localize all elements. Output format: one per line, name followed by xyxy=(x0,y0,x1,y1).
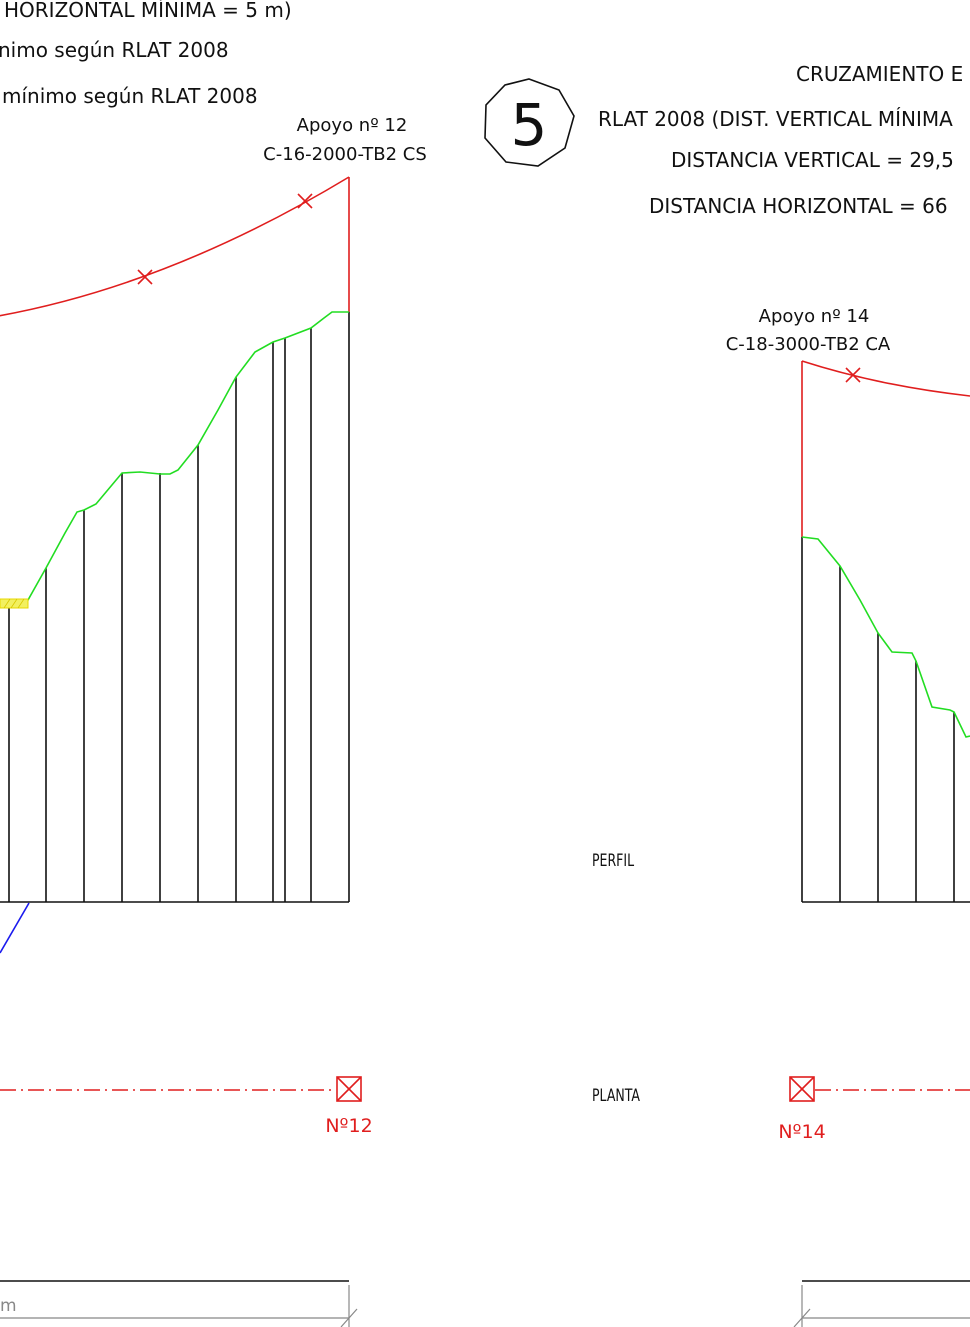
conductor-left xyxy=(0,176,350,317)
section-label-plan: PLANTA xyxy=(592,1086,640,1106)
terrain-stations-right xyxy=(801,537,970,903)
crossing-zone-marker xyxy=(0,598,29,609)
scale-bar-left-unit: m xyxy=(0,1296,17,1316)
note-line-3: mínimo según RLAT 2008 xyxy=(2,84,258,108)
support-12-model: C-16-2000-TB2 CS xyxy=(263,144,427,165)
note-line-1: HORIZONTAL MÍNIMA = 5 m) xyxy=(4,0,292,22)
scale-bar-right xyxy=(793,1280,970,1327)
conductor-marker-x xyxy=(137,193,313,285)
support-12-plan-label: Nº12 xyxy=(325,1115,372,1137)
scale-bar-left: m xyxy=(0,1280,358,1327)
support-14-name: Apoyo nº 14 xyxy=(759,306,870,327)
crossing-rule: RLAT 2008 (DIST. VERTICAL MÍNIMA xyxy=(598,107,953,131)
conductor-marker-x-right xyxy=(845,367,861,383)
support-14-plan-symbol xyxy=(789,1076,815,1102)
terrain-line-left xyxy=(0,311,349,607)
crossing-number: 5 xyxy=(511,91,548,159)
crossing-line xyxy=(0,902,30,954)
crossing-horizontal-distance: DISTANCIA HORIZONTAL = 66 xyxy=(649,194,948,218)
terrain-stations-left xyxy=(0,312,350,903)
support-12-name: Apoyo nº 12 xyxy=(297,115,408,136)
crossing-vertical-distance: DISTANCIA VERTICAL = 29,5 xyxy=(671,148,954,172)
terrain-line-right xyxy=(801,536,970,738)
crossing-number-badge: 5 xyxy=(484,78,575,167)
support-14-model: C-18-3000-TB2 CA xyxy=(726,334,891,355)
note-line-2: nimo según RLAT 2008 xyxy=(0,38,229,62)
section-label-profile: PERFIL xyxy=(592,851,634,871)
conductor-right xyxy=(801,360,970,537)
support-14-plan-label: Nº14 xyxy=(778,1121,825,1143)
crossing-title: CRUZAMIENTO E xyxy=(796,62,963,86)
support-12-plan-symbol xyxy=(336,1076,362,1102)
